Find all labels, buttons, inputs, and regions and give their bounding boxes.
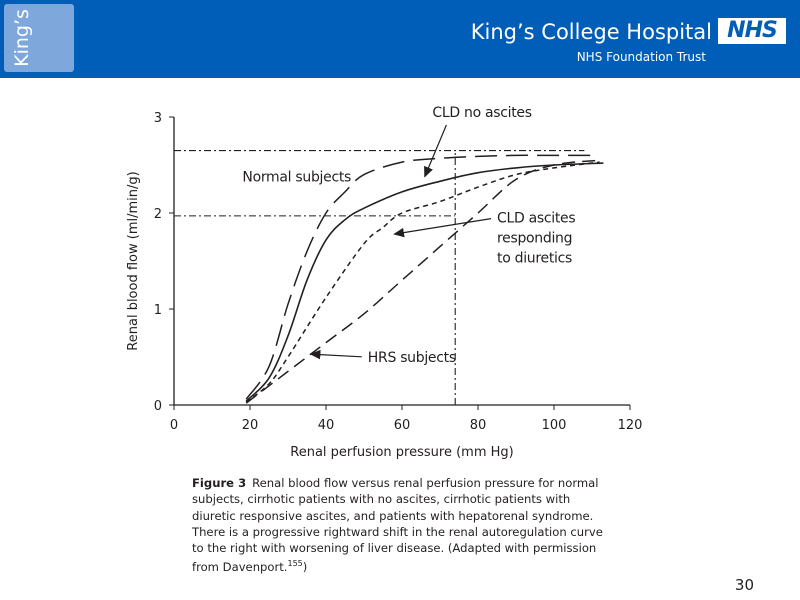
- page-number: 30: [734, 576, 754, 594]
- caption-text: Renal blood flow versus renal perfusion …: [192, 476, 603, 575]
- x-tick-label: 80: [470, 418, 487, 433]
- annotation-arrow: [424, 124, 447, 178]
- series-line-cld-ascites-responding-to-diuretics: [245, 161, 600, 403]
- annotation-arrow: [309, 349, 362, 360]
- figure-caption: Figure 3 Renal blood flow versus renal pe…: [192, 475, 612, 576]
- series-annotation: HRS subjects: [368, 350, 456, 366]
- series-annotation: CLD no ascites: [432, 105, 531, 121]
- x-tick-label: 40: [318, 418, 335, 433]
- caption-closing: ): [302, 560, 308, 575]
- kings-badge: King’s: [4, 4, 74, 72]
- hospital-name: King’s College Hospital: [470, 20, 712, 44]
- y-axis-label: Renal blood flow (ml/min/g): [126, 171, 141, 350]
- series-line-cld-no-ascites: [245, 162, 604, 402]
- annotation-arrow: [393, 218, 492, 238]
- x-tick-label: 120: [618, 418, 643, 433]
- caption-reference: 155: [287, 559, 303, 569]
- series-line-hrs-subjects: [245, 159, 600, 404]
- slide-header: King’s King’s College Hospital NHS NHS F…: [0, 0, 800, 78]
- y-tick-label: 0: [154, 399, 162, 414]
- y-tick-label: 3: [154, 111, 162, 126]
- x-tick-label: 0: [170, 418, 178, 433]
- x-tick-label: 60: [394, 418, 411, 433]
- series-annotation: Normal subjects: [242, 169, 351, 185]
- trust-name: NHS Foundation Trust: [576, 50, 706, 64]
- x-tick-label: 20: [242, 418, 259, 433]
- figure-label: Figure 3: [192, 476, 247, 490]
- x-tick-label: 100: [542, 418, 567, 433]
- nhs-logo: NHS: [718, 18, 786, 44]
- y-tick-label: 2: [154, 207, 162, 222]
- series-annotation: CLD ascites responding to diuretics: [497, 211, 575, 267]
- series-line-normal-subjects: [245, 154, 592, 400]
- y-tick-label: 1: [154, 303, 162, 318]
- x-axis-label: Renal perfusion pressure (mm Hg): [290, 445, 513, 460]
